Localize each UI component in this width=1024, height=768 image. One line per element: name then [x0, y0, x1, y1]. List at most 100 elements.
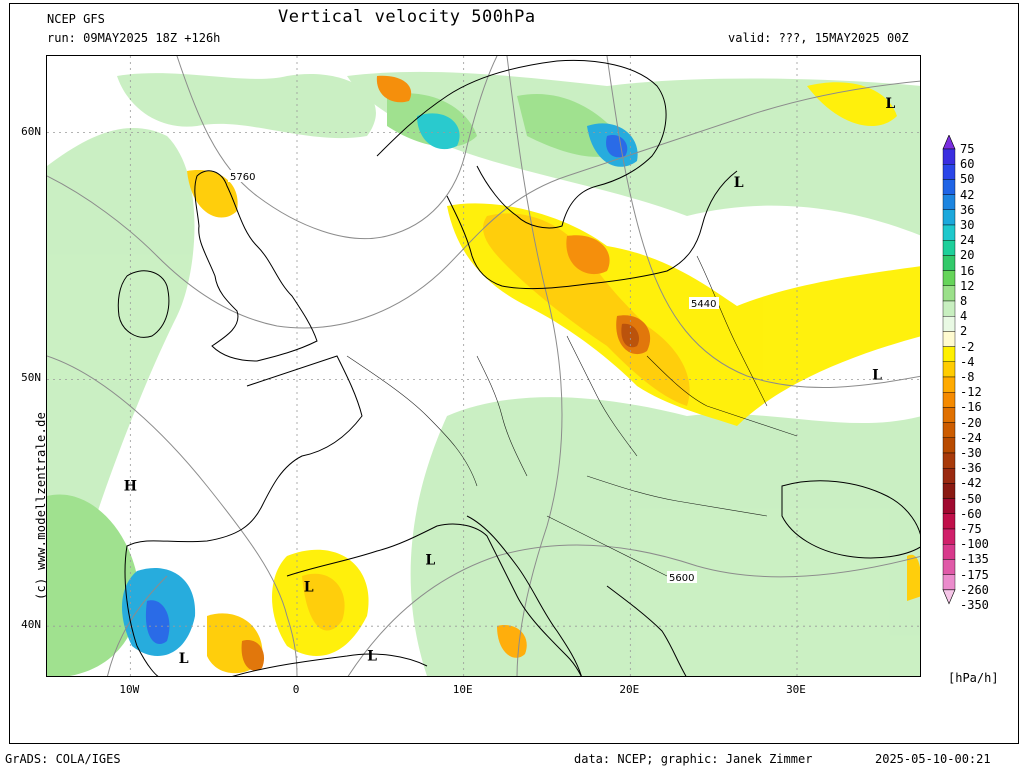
legend-label: -50 — [960, 491, 982, 506]
legend-swatch — [942, 255, 956, 271]
legend-label: -100 — [960, 537, 989, 552]
legend-swatch — [942, 209, 956, 226]
legend-swatch — [942, 224, 956, 241]
legend-swatch — [942, 452, 956, 469]
legend-swatch — [942, 164, 956, 180]
low-pressure-marker: L — [179, 651, 189, 667]
country-borders — [346, 255, 798, 577]
legend-swatch — [942, 468, 956, 484]
legend-label: -8 — [960, 370, 975, 384]
footer-timestamp: 2025-05-10-00:21 — [875, 752, 991, 766]
legend-label: -4 — [960, 354, 975, 369]
contour-label-bg — [667, 571, 697, 583]
high-pressure-marker: H — [124, 478, 137, 494]
valid-time: valid: ???, 15MAY2025 00Z — [728, 31, 909, 45]
longitude-label: 10E — [452, 683, 473, 696]
legend-label: 36 — [960, 202, 975, 217]
legend-swatch — [942, 179, 956, 195]
legend-swatch — [942, 285, 956, 302]
legend-label: -60 — [960, 506, 982, 521]
low-pressure-marker: L — [367, 649, 377, 665]
legend-label: -42 — [960, 476, 982, 491]
legend-swatch — [942, 498, 956, 515]
longitude-label: 20E — [619, 683, 640, 696]
legend-swatch — [942, 300, 956, 317]
legend-colorbar — [942, 134, 956, 605]
latitude-label: 40N — [21, 618, 41, 632]
legend-label: -75 — [960, 522, 982, 536]
map-title: Vertical velocity 500hPa — [278, 7, 536, 27]
legend-label: -175 — [960, 567, 989, 582]
legend-swatch — [942, 361, 956, 378]
model-name: NCEP GFS — [47, 12, 105, 26]
legend-label: -36 — [960, 461, 982, 476]
legend-label: 60 — [960, 157, 975, 172]
legend-label: 50 — [960, 172, 975, 187]
legend-label: 4 — [960, 309, 968, 324]
legend-label: 16 — [960, 263, 975, 278]
contour-label: 5760 — [230, 172, 255, 183]
color-legend: 75 60 50 42 36 30 24 20 16 12 8 4 2 -2 -4 -8 -12 -16 -20 -2… — [940, 134, 1000, 625]
footer-credit: data: NCEP; graphic: Janek Zimmer — [574, 752, 813, 766]
low-pressure-marker: L — [734, 175, 744, 191]
legend-swatch — [942, 422, 956, 439]
legend-label: -135 — [960, 552, 989, 567]
legend-swatch — [942, 544, 956, 560]
legend-label: 12 — [960, 278, 975, 293]
legend-swatch — [942, 331, 956, 347]
longitude-label: 0 — [292, 683, 300, 696]
low-pressure-marker: L — [885, 96, 895, 112]
legend-label: -16 — [960, 400, 982, 415]
legend-label: 42 — [960, 187, 975, 202]
plot-frame — [9, 3, 1019, 744]
legend-label: -24 — [960, 430, 982, 445]
legend-arrow-top — [942, 134, 956, 150]
legend-swatch — [942, 407, 956, 423]
legend-units: [hPa/h] — [948, 671, 999, 685]
legend-label: 8 — [960, 294, 968, 308]
contour-label: 5600 — [669, 573, 694, 584]
footer-software: GrADS: COLA/IGES — [5, 752, 121, 766]
legend-swatch — [942, 528, 956, 545]
low-pressure-marker: L — [872, 367, 882, 383]
legend-swatch — [942, 194, 956, 210]
legend-label: -260 — [960, 582, 989, 597]
legend-swatch — [942, 574, 956, 591]
latitude-label: 50N — [21, 371, 41, 385]
legend-swatch — [942, 270, 956, 287]
contour-label-bg — [689, 297, 719, 309]
legend-label: -30 — [960, 446, 982, 460]
velocity-shading — [47, 71, 920, 676]
legend-swatch — [942, 239, 956, 256]
low-pressure-marker: L — [304, 580, 314, 596]
legend-swatch — [942, 559, 956, 575]
legend-swatch — [942, 315, 956, 332]
legend-label: -20 — [960, 415, 982, 430]
legend-label: -350 — [960, 598, 989, 612]
legend-label: 2 — [960, 324, 968, 339]
map-panel: 5760 5440 5600 L L L H L L L L — [46, 55, 921, 677]
latitude-label: 60N — [21, 124, 41, 138]
legend-swatch — [942, 148, 956, 165]
contour-label-bg — [228, 170, 258, 182]
legend-label: 75 — [960, 142, 975, 156]
legend-arrow-bottom — [942, 589, 956, 605]
contour-label: 5440 — [691, 299, 716, 310]
legend-label: -2 — [960, 339, 975, 354]
legend-swatch — [942, 346, 956, 363]
legend-label: 24 — [960, 233, 975, 248]
legend-label: 30 — [960, 218, 975, 232]
legend-label: -12 — [960, 385, 982, 400]
legend-swatch — [942, 376, 956, 393]
legend-swatch — [942, 513, 956, 530]
pressure-markers: L L L H L L L L — [124, 96, 896, 667]
legend-swatch — [942, 483, 956, 499]
legend-swatch — [942, 437, 956, 454]
legend-swatch — [942, 392, 956, 408]
longitude-label: 30E — [786, 683, 806, 696]
map-canvas: 5760 5440 5600 L L L H L L L L — [47, 56, 920, 676]
legend-label: 20 — [960, 248, 975, 263]
longitude-label: 10W — [119, 683, 140, 696]
low-pressure-marker: L — [425, 552, 435, 568]
run-info: run: 09MAY2025 18Z +126h — [47, 31, 221, 45]
